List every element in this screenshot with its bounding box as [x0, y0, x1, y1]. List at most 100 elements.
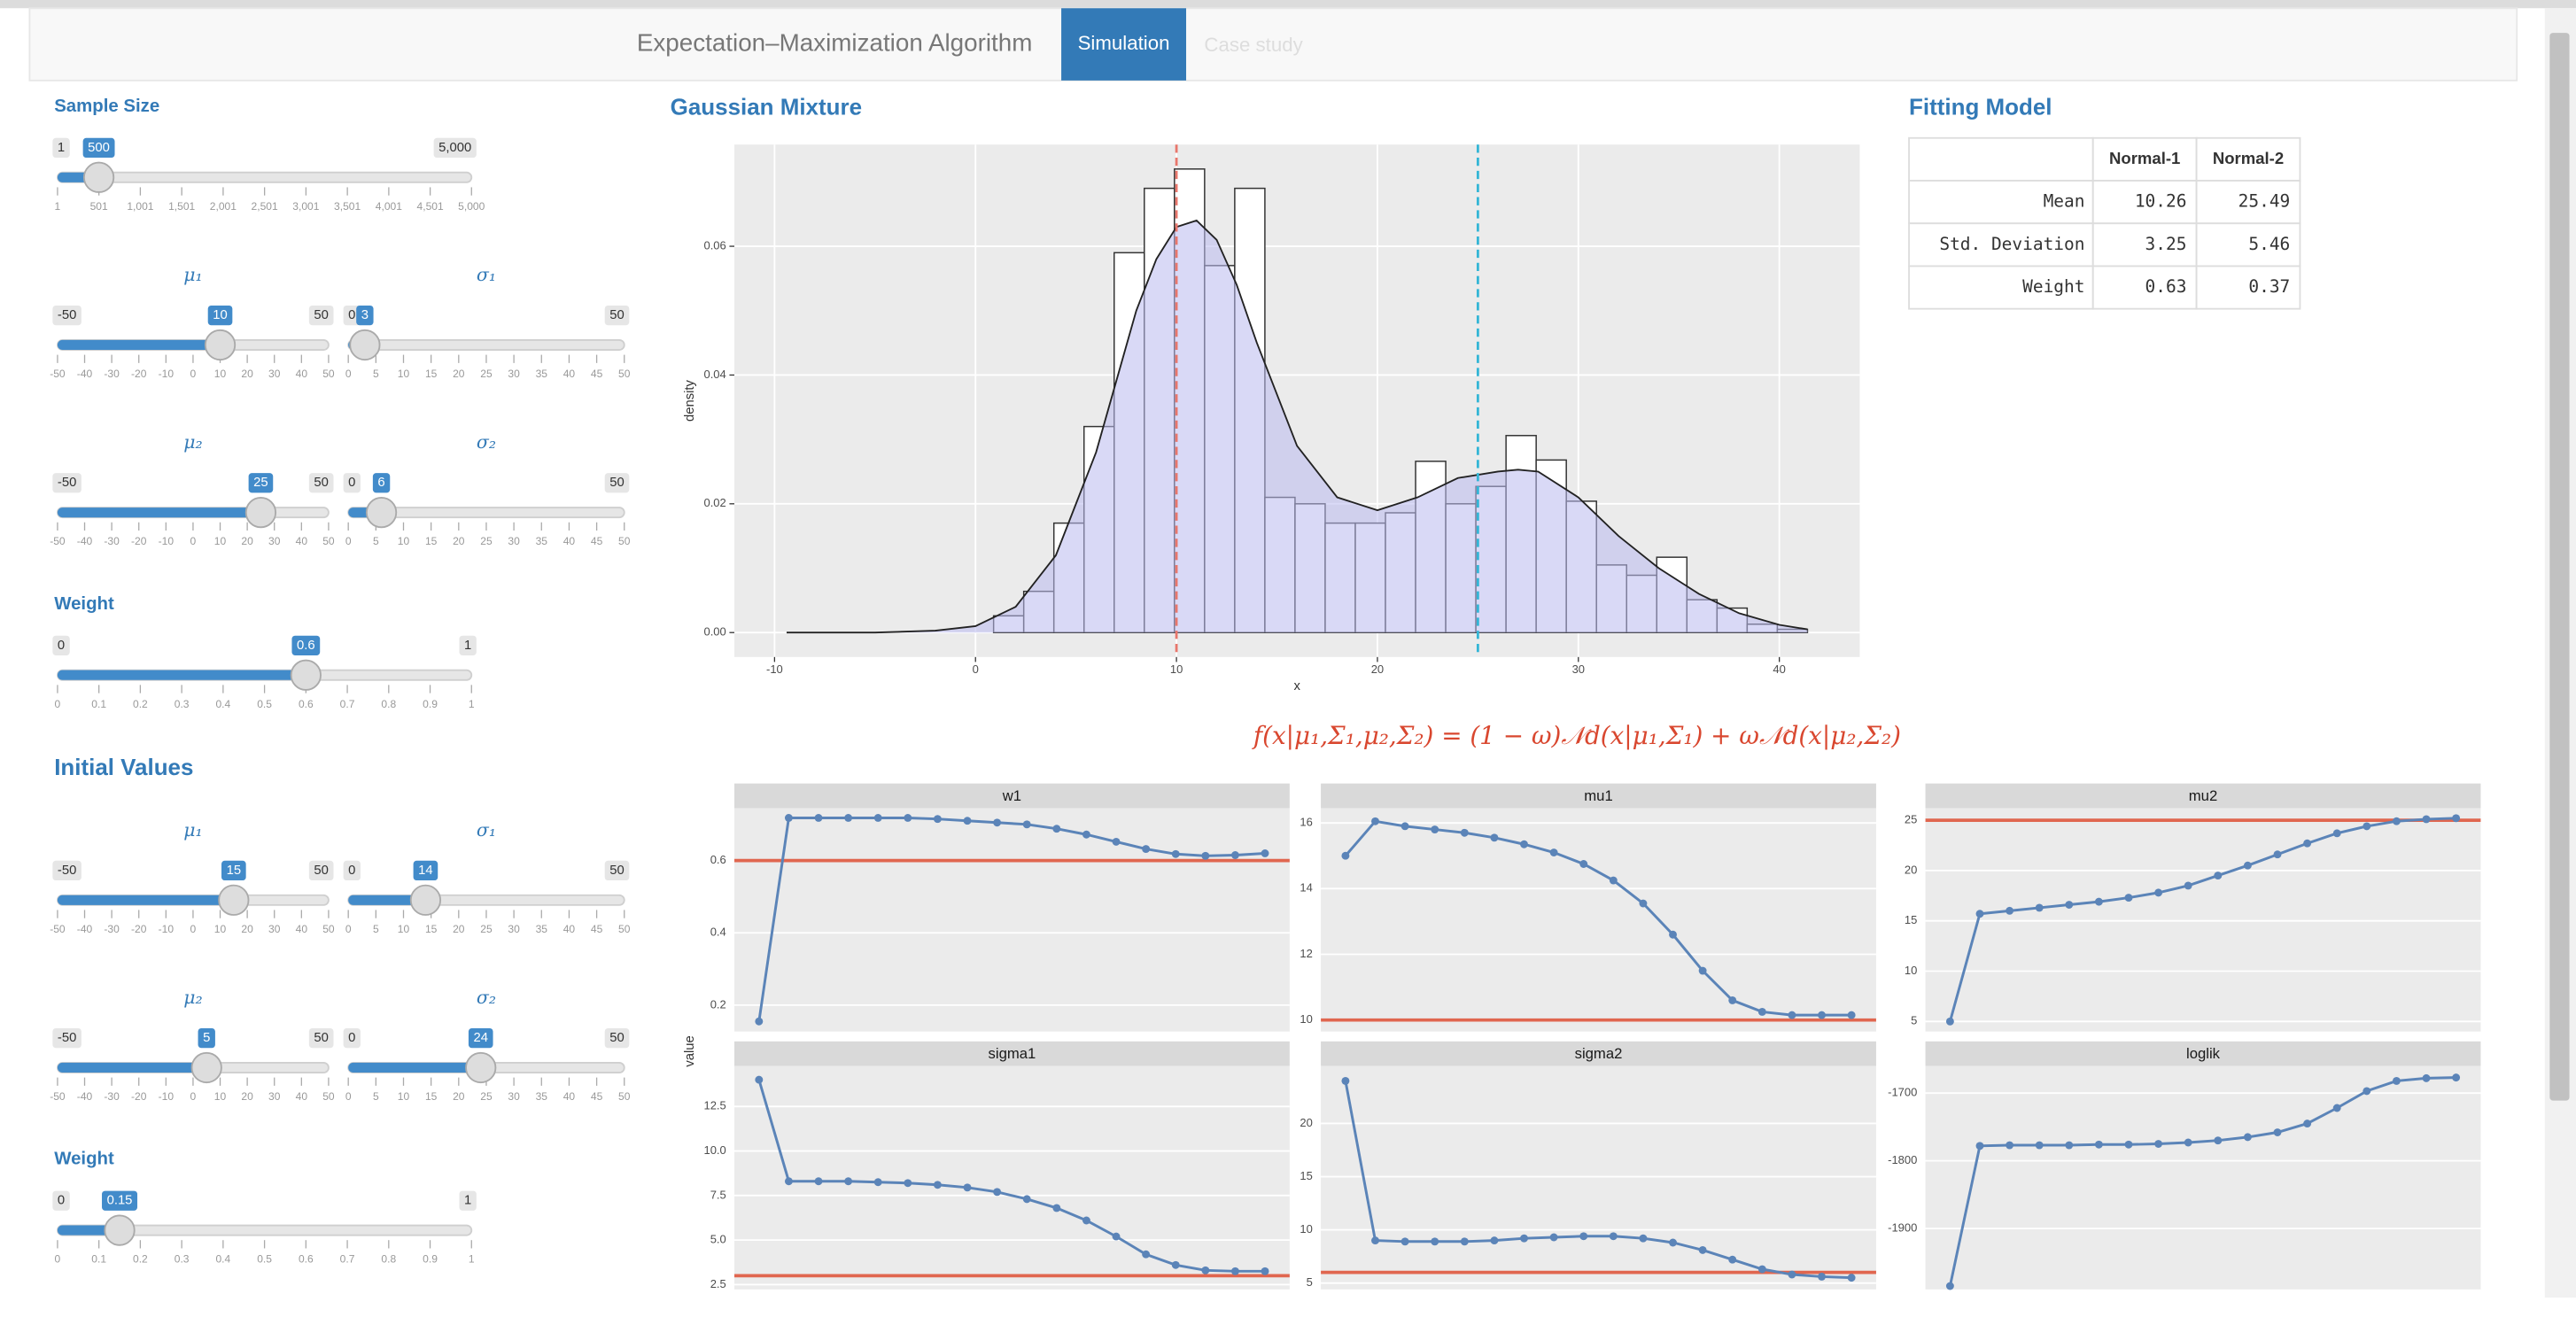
estimate-point [1371, 1236, 1379, 1245]
x-tick-label: 10 [1170, 662, 1183, 676]
slider-tick-label: 20 [241, 923, 253, 935]
facet-panel [1321, 808, 1876, 1032]
slider-handle[interactable] [104, 1214, 136, 1246]
estimate-point [1757, 1007, 1766, 1016]
slider-tick-label: 5 [373, 368, 379, 380]
slider-min: 0 [348, 476, 355, 490]
estimate-line [1344, 1081, 1852, 1280]
slider-handle[interactable] [349, 329, 381, 361]
estimate-point [2332, 1104, 2341, 1112]
x-tick-label: -10 [766, 662, 783, 676]
facet-strip [1321, 1041, 1876, 1066]
slider-label: Weight [54, 1150, 114, 1169]
table-cell [2091, 265, 2198, 310]
slider-handle[interactable] [465, 1051, 497, 1084]
estimate-point [1639, 1234, 1648, 1243]
slider-tick-label: 40 [296, 535, 308, 547]
x-tick-label: 30 [1572, 662, 1585, 676]
y-tick-label: 0.2 [710, 997, 726, 1011]
slider-tick-label: -50 [50, 368, 66, 380]
slider-max-box [604, 1027, 630, 1049]
slider-tick-label: 20 [453, 1090, 465, 1103]
y-tick-label: 0.6 [710, 853, 726, 866]
slider-tick-label: 50 [322, 923, 335, 935]
estimate-line [757, 1079, 1266, 1273]
estimate-point [1052, 1204, 1061, 1212]
estimate-point [1609, 1232, 1618, 1241]
table-row-label: Std. Deviation [1939, 234, 2084, 254]
slider-handle[interactable] [218, 884, 250, 916]
table-cell [2195, 222, 2301, 267]
slider-tick-label: 4,501 [417, 200, 444, 213]
slider-min-box [343, 1027, 361, 1049]
scrollbar-thumb[interactable] [2549, 33, 2570, 1101]
estimate-point [1975, 1142, 1984, 1150]
y-tick-label: 2.5 [710, 1277, 726, 1290]
slider-tick-label: 30 [268, 923, 281, 935]
estimate-point [2006, 906, 2014, 915]
slider-tick-label: -50 [50, 923, 66, 935]
estimate-point [1142, 845, 1151, 854]
slider-tick-label: -40 [77, 368, 93, 380]
y-tick-label: 0.04 [703, 368, 725, 381]
slider-tick-label: 45 [591, 368, 603, 380]
tab-case-study[interactable]: Case study [1204, 34, 1303, 56]
slider-tick-label: 0 [345, 1090, 352, 1103]
slider-max: 5,000 [438, 141, 471, 155]
slider-handle[interactable] [190, 1051, 222, 1084]
estimate-point [1112, 1232, 1121, 1241]
slider-handle[interactable] [82, 161, 115, 193]
slider-min-box [52, 1027, 81, 1049]
estimate-point [1431, 1237, 1439, 1246]
tab-active[interactable] [1061, 8, 1187, 81]
estimate-point [2452, 814, 2461, 823]
slider-tick-label: 50 [618, 1090, 631, 1103]
table-cell [2195, 265, 2301, 310]
estimate-point [844, 1177, 853, 1186]
slider-value-box [413, 860, 438, 881]
x-tick-label: 40 [1773, 662, 1785, 676]
slider-tick-label: 25 [480, 535, 493, 547]
slider-value: 0.6 [297, 639, 315, 653]
slider-tick-label: 35 [536, 368, 548, 380]
slider-label: σ₂ [477, 987, 496, 1008]
estimate-point [1818, 1272, 1826, 1281]
slider-handle[interactable] [244, 497, 277, 529]
slider-tick-label: 20 [453, 368, 465, 380]
slider-handle[interactable] [290, 659, 322, 691]
slider-tick-label: 5,000 [458, 200, 485, 213]
estimate-point [1549, 848, 1558, 856]
slider-label: μ₁ [183, 819, 202, 841]
slider-value-box [372, 473, 391, 493]
estimate-point [1460, 1237, 1469, 1246]
slider-max: 50 [609, 476, 625, 490]
facet-panel [1925, 1065, 2481, 1290]
slider-tick-label: -40 [77, 1090, 93, 1103]
slider-max-box [604, 860, 630, 881]
estimate-point [1230, 1267, 1239, 1275]
estimate-point [1579, 860, 1588, 868]
slider-tick-label: 1 [55, 200, 61, 213]
slider-tick-label: 0.2 [133, 1253, 148, 1266]
slider-tick-label: 50 [322, 1090, 335, 1103]
slider-min: -50 [58, 476, 76, 490]
slider-min-box [343, 860, 361, 881]
estimate-point [2035, 903, 2044, 912]
slider-tick-label: 0.9 [423, 1253, 438, 1266]
navbar-brand[interactable]: Expectation–Maximization Algorithm [637, 28, 1033, 56]
estimate-point [1261, 1267, 1269, 1275]
slider-tick-label: 40 [563, 923, 576, 935]
slider-max: 1 [464, 639, 471, 653]
slider-handle[interactable] [204, 329, 237, 361]
slider-fill [57, 339, 221, 351]
slider-min: -50 [58, 1031, 76, 1045]
y-axis-label: value [683, 1035, 697, 1066]
slider-tick-label: 25 [480, 1090, 493, 1103]
table-cell [1908, 136, 2094, 182]
slider-handle[interactable] [365, 497, 398, 529]
tab-simulation[interactable]: Simulation [1078, 32, 1170, 54]
slider-tick-label: 40 [563, 368, 576, 380]
slider-max-box [604, 305, 630, 326]
slider-handle[interactable] [409, 884, 442, 916]
y-tick-label: 10 [1300, 1222, 1312, 1236]
